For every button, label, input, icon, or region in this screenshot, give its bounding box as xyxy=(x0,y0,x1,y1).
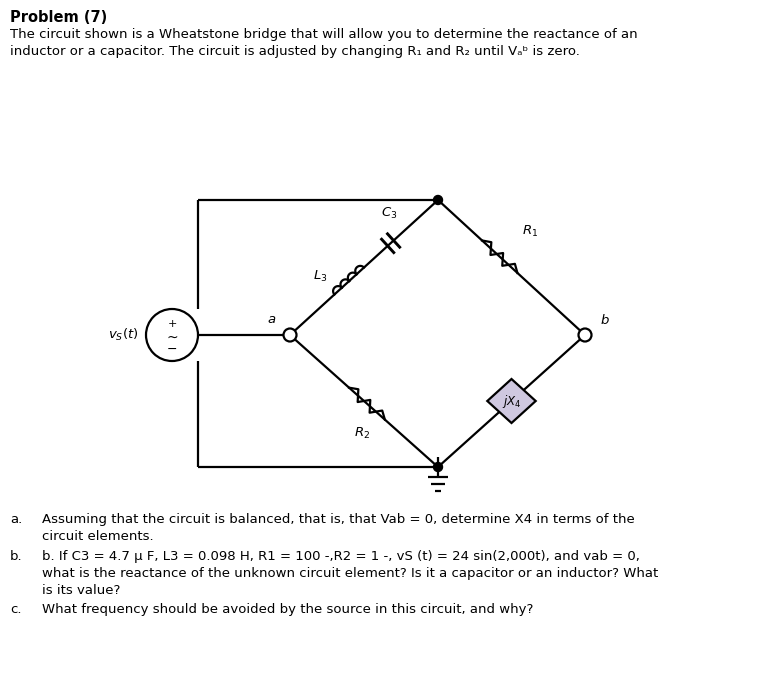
Circle shape xyxy=(579,329,591,342)
Text: is its value?: is its value? xyxy=(42,584,120,597)
Text: a.: a. xyxy=(10,513,23,526)
Circle shape xyxy=(434,462,442,471)
Polygon shape xyxy=(487,379,535,423)
Text: $R_1$: $R_1$ xyxy=(521,223,538,238)
Text: Problem (7): Problem (7) xyxy=(10,10,107,25)
Circle shape xyxy=(285,330,294,340)
Text: What frequency should be avoided by the source in this circuit, and why?: What frequency should be avoided by the … xyxy=(42,603,533,616)
Text: +: + xyxy=(167,319,176,329)
Text: $L_3$: $L_3$ xyxy=(312,269,327,284)
Circle shape xyxy=(434,195,442,205)
Text: b. If C3 = 4.7 μ F, L3 = 0.098 H, R1 = 100 -,R2 = 1 -, vS (t) = 24 sin(2,000t), : b. If C3 = 4.7 μ F, L3 = 0.098 H, R1 = 1… xyxy=(42,550,640,563)
Text: $a$: $a$ xyxy=(267,314,277,327)
Text: The circuit shown is a Wheatstone bridge that will allow you to determine the re: The circuit shown is a Wheatstone bridge… xyxy=(10,28,638,41)
Text: ~: ~ xyxy=(166,331,178,345)
Text: inductor or a capacitor. The circuit is adjusted by changing R₁ and R₂ until Vₐᵇ: inductor or a capacitor. The circuit is … xyxy=(10,45,580,58)
Text: $v_S(t)$: $v_S(t)$ xyxy=(107,327,138,343)
Text: −: − xyxy=(167,342,177,356)
Circle shape xyxy=(284,329,297,342)
Text: $C_3$: $C_3$ xyxy=(381,206,398,221)
Text: $R_2$: $R_2$ xyxy=(354,425,370,440)
Text: $jX_4$: $jX_4$ xyxy=(502,393,521,410)
Text: circuit elements.: circuit elements. xyxy=(42,530,154,543)
Text: Assuming that the circuit is balanced, that is, that Vab = 0, determine X4 in te: Assuming that the circuit is balanced, t… xyxy=(42,513,635,526)
Text: $b$: $b$ xyxy=(600,313,610,327)
Text: c.: c. xyxy=(10,603,22,616)
Text: b.: b. xyxy=(10,550,23,563)
Circle shape xyxy=(580,330,590,340)
Text: what is the reactance of the unknown circuit element? Is it a capacitor or an in: what is the reactance of the unknown cir… xyxy=(42,567,658,580)
